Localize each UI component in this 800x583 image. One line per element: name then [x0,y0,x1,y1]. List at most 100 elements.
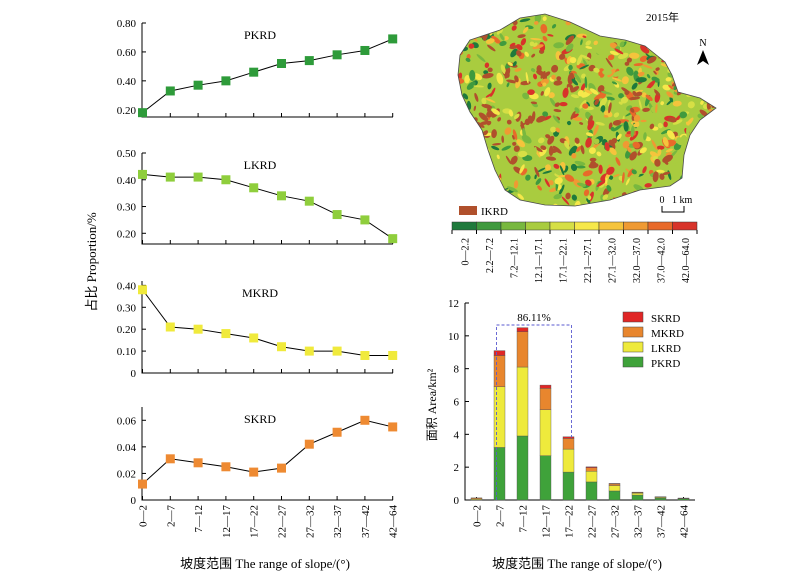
map-cell [598,164,603,174]
map-cell [474,68,478,75]
map-cell [669,27,681,33]
map-cell [607,99,611,107]
map-cell [693,177,699,186]
map-cell [579,122,584,125]
map-cell [665,196,670,202]
map-cell [616,21,622,30]
map-cell [469,25,478,34]
map-cell [612,14,617,17]
data-point [249,467,259,477]
map-cell [696,164,703,172]
map-cell [677,183,681,191]
map-cell [474,30,479,36]
map-cell [581,19,589,25]
map-cell [522,26,529,34]
map-cell [517,150,528,158]
bar-segment-skrd [585,466,598,468]
map-cell [586,101,590,107]
map-cell [654,158,661,167]
map-cell [559,101,568,107]
x-tick-label: 17—22 [249,505,261,538]
map-cell [533,73,538,80]
map-cell [666,31,672,41]
map-cell [583,14,591,24]
map-cell [571,194,578,201]
map-cell [486,110,494,118]
map-cell [606,166,615,175]
map-cell [495,181,500,192]
map-cell [554,102,560,107]
map-cell [519,164,525,174]
map-cell [686,32,698,39]
map-cell [644,183,652,188]
map-cell [711,47,716,56]
map-cell [482,197,494,204]
map-cell [608,102,612,114]
map-cell [646,80,656,90]
x-tick-label: 42—64 [388,505,400,539]
y-tick-label: 0.40 [117,175,137,187]
bar-segment-lkrd [516,366,529,437]
map-cell [544,87,551,97]
map-cell [487,191,493,198]
map-cell [593,40,598,46]
map-cell [682,47,688,57]
bar-segment-pkrd [516,435,529,501]
stacked-bar-chart: 0 2 4 6 8 10 12 0—2 2—7 7—12 12—17 17—22 22—27 27—32 3… [448,298,695,538]
y-tick-label: 0.20 [117,324,137,336]
map-cell [458,188,459,197]
map-cell [495,163,503,170]
map-cell [460,178,469,184]
map-cell [516,139,526,148]
map-cell [711,118,716,124]
map-cell [612,119,622,126]
scale-label-0: 0 [660,195,665,206]
map-cell [469,24,476,31]
y-tick-label: 0.02 [117,468,136,480]
map-cell [654,57,663,64]
bar-segment-mkrd [585,467,598,472]
map-cell [603,22,610,33]
map-cell [473,73,483,81]
line-chart-skrd: 0 0.02 0.04 0.06 SKRD [117,407,398,507]
map-cell [609,42,618,49]
bar-segment-lkrd [631,492,644,496]
y-tick-label: 0.06 [117,415,137,427]
map-cell [629,130,639,141]
map-cell [658,29,666,37]
map-cell [466,150,474,157]
map-cell [545,134,551,139]
map-cell [675,79,681,83]
map-cell [549,98,557,107]
map-cell [628,52,640,59]
data-point [193,324,203,334]
map-cell [555,127,561,133]
map-cell [469,69,476,82]
map-legend-swatch [451,221,477,231]
map-cell [700,100,704,105]
map-cell [466,161,469,169]
map-cell [698,156,704,161]
map-cell [706,14,713,20]
map-cell [705,87,716,92]
bar-y-tick-label: 10 [448,331,460,343]
map-cell [626,66,634,76]
map-cell [593,138,600,145]
map-cell [675,68,681,74]
map-cell [530,37,542,41]
bar-segment-lkrd [608,485,621,492]
map-cell [514,75,519,83]
annotation-bracket [496,324,572,500]
data-point [138,479,148,489]
map-legend-swatch [623,221,649,231]
bar-segment-skrd [562,436,575,439]
map-cell [508,109,514,117]
map-cell [458,115,461,121]
map-cell [568,14,579,20]
map-cell [609,50,619,56]
x-tick-label: 7—12 [193,505,205,533]
y-tick-label: 0.80 [117,18,137,30]
map-cell [663,55,668,60]
map-terrain [458,14,716,206]
map-cell [646,191,652,198]
